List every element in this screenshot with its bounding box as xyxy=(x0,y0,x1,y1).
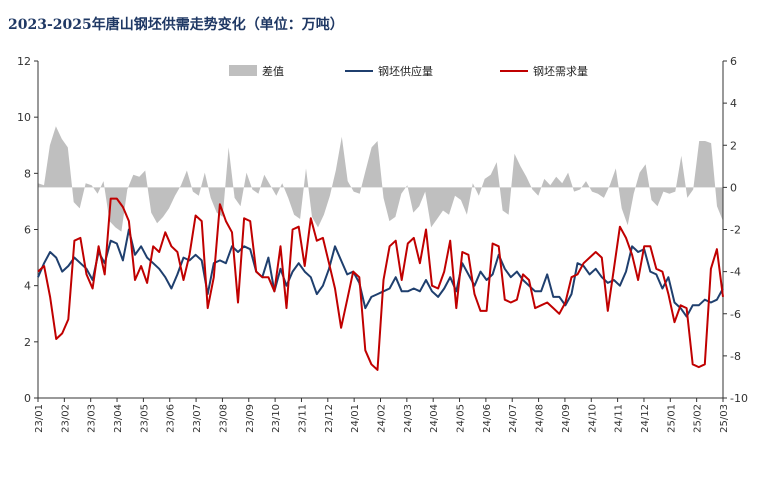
x-tick-label: 24/11 xyxy=(614,404,625,433)
x-tick-label: 25/03 xyxy=(719,404,730,433)
x-tick-label: 23/04 xyxy=(113,404,124,433)
x-tick-label: 25/01 xyxy=(666,404,677,433)
x-tick-label: 23/01 xyxy=(34,404,45,433)
right-tick-label: -6 xyxy=(730,308,741,321)
right-tick-label: -2 xyxy=(730,224,741,237)
right-tick-label: 4 xyxy=(730,97,737,110)
x-tick-label: 24/08 xyxy=(535,404,546,433)
x-tick-label: 24/10 xyxy=(587,404,598,433)
right-tick-label: -8 xyxy=(730,350,741,363)
left-tick-label: 6 xyxy=(24,224,31,237)
x-tick-label: 23/02 xyxy=(60,404,71,433)
legend-label: 钢坯需求量 xyxy=(533,65,588,78)
chart-title: 2023-2025年唐山钢坯供需走势变化（单位：万吨） xyxy=(8,17,344,33)
x-tick-label: 23/09 xyxy=(245,404,256,433)
x-tick-label: 23/03 xyxy=(87,404,98,433)
left-tick-label: 10 xyxy=(17,111,31,124)
left-tick-label: 12 xyxy=(17,55,31,68)
x-tick-label: 23/06 xyxy=(166,404,177,433)
x-tick-label: 24/06 xyxy=(482,404,493,433)
x-tick-label: 24/03 xyxy=(403,404,414,433)
x-tick-label: 24/02 xyxy=(377,404,388,433)
x-tick-label: 24/09 xyxy=(561,404,572,433)
x-tick-label: 23/05 xyxy=(139,404,150,433)
x-tick-label: 24/12 xyxy=(640,404,651,433)
legend-label: 差值 xyxy=(262,64,284,78)
left-tick-label: 0 xyxy=(24,392,31,405)
x-tick-label: 25/02 xyxy=(693,404,704,433)
x-tick-label: 23/10 xyxy=(271,404,282,433)
left-tick-label: 4 xyxy=(24,280,31,293)
left-tick-label: 2 xyxy=(24,336,31,349)
x-tick-label: 24/07 xyxy=(508,404,519,433)
right-tick-label: 2 xyxy=(730,139,737,152)
left-tick-label: 8 xyxy=(24,167,31,180)
x-tick-label: 23/08 xyxy=(218,404,229,433)
right-tick-label: 6 xyxy=(730,55,737,68)
legend-label: 钢坯供应量 xyxy=(378,64,433,78)
x-tick-label: 23/11 xyxy=(297,404,308,433)
x-tick-label: 24/04 xyxy=(429,404,440,433)
x-tick-label: 23/12 xyxy=(324,404,335,433)
series-area-difference xyxy=(38,126,723,232)
right-tick-label: -4 xyxy=(730,266,741,279)
legend-swatch-difference xyxy=(229,65,257,76)
x-tick-label: 23/07 xyxy=(192,404,203,433)
x-tick-label: 24/05 xyxy=(456,404,467,433)
series-line-supply xyxy=(37,228,724,318)
right-tick-label: 0 xyxy=(730,181,737,194)
right-tick-label: -10 xyxy=(730,392,748,405)
x-tick-label: 24/01 xyxy=(350,404,361,433)
series-line-demand xyxy=(37,197,724,371)
